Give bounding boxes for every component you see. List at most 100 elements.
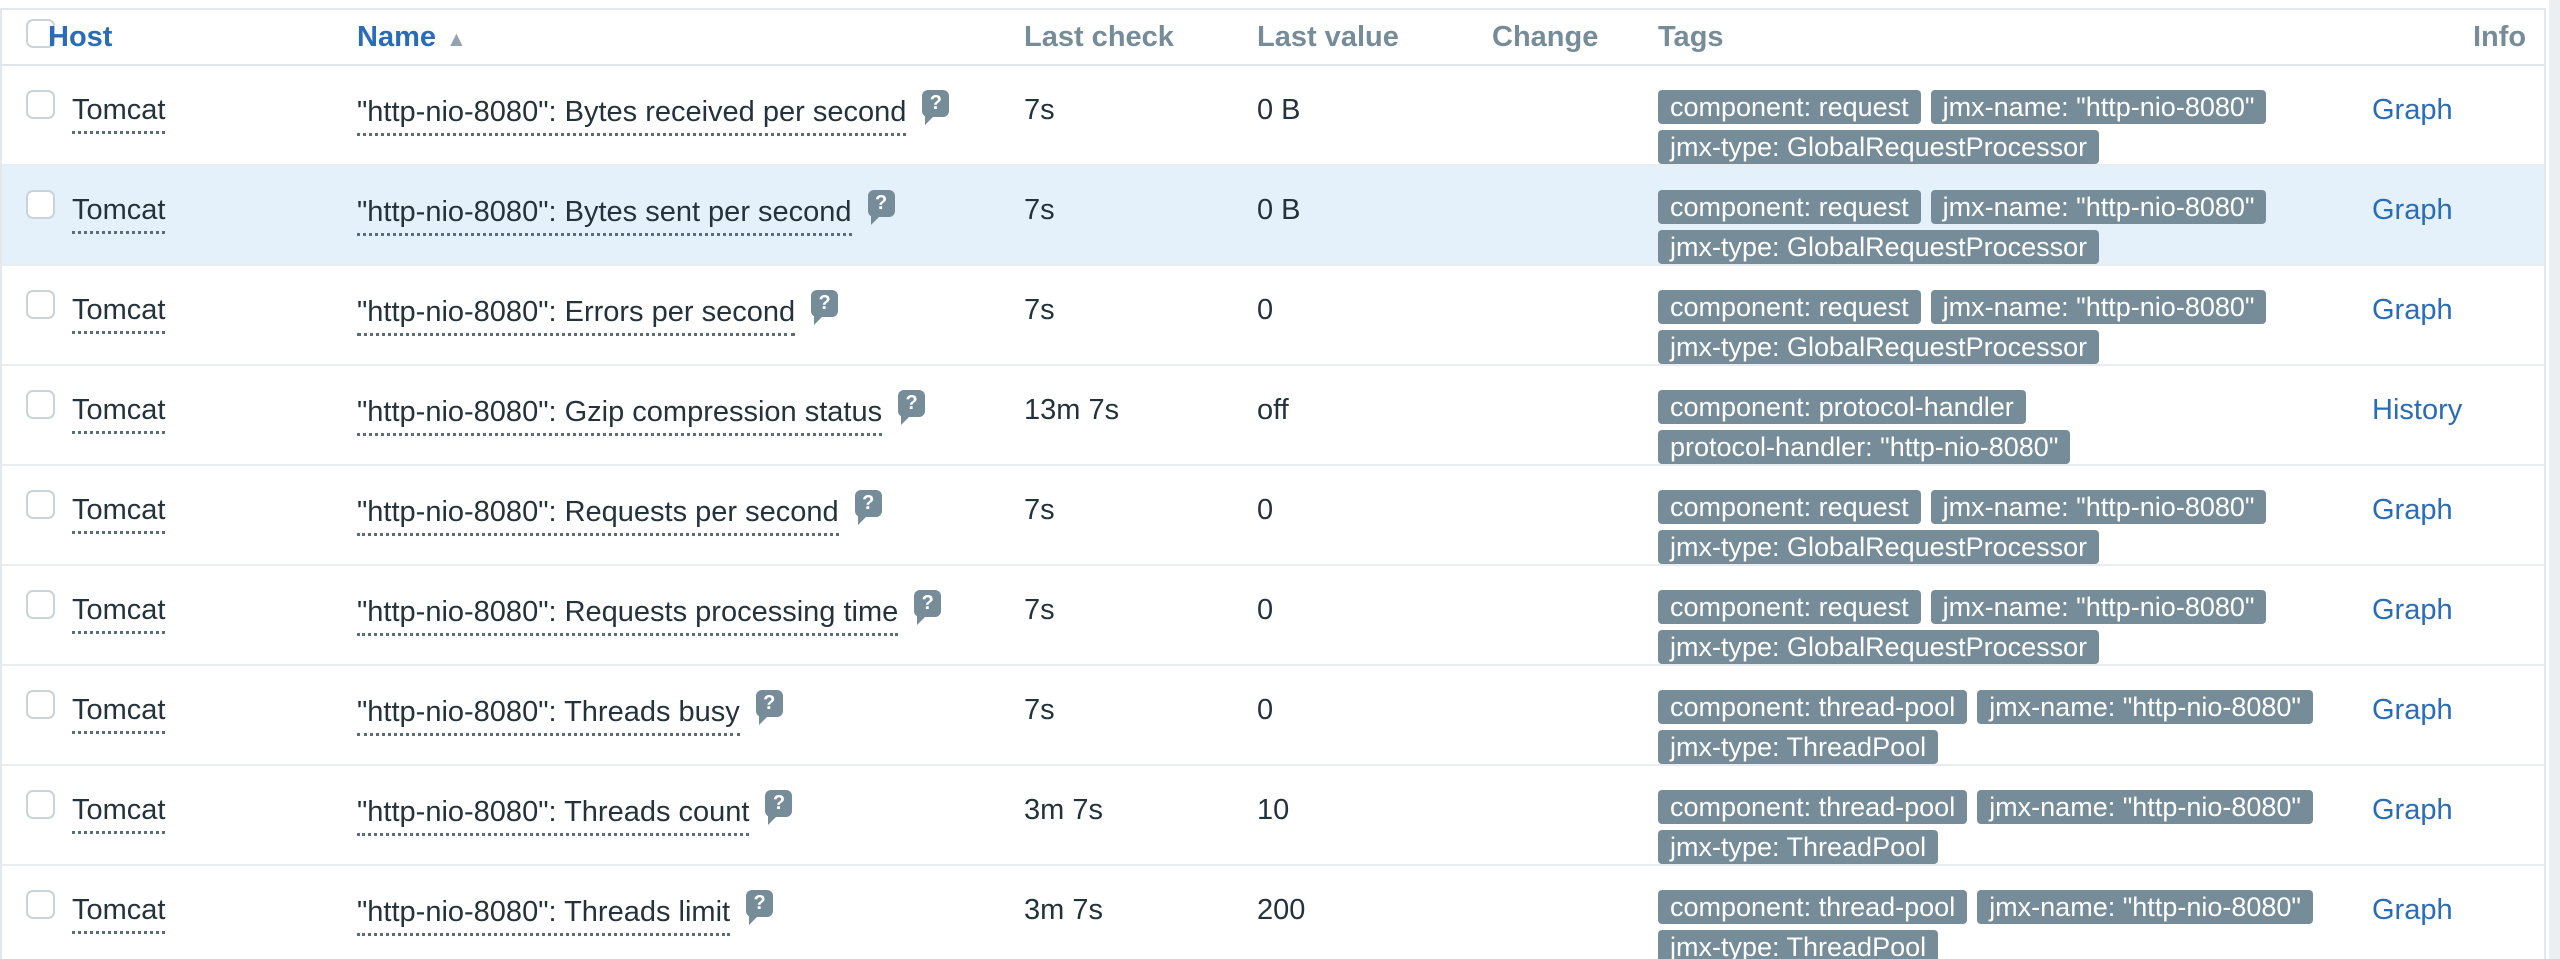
- info-header: Info: [2473, 10, 2544, 66]
- item-name-cell: "http-nio-8080": Bytes sent per second?: [355, 164, 1022, 265]
- host-link[interactable]: Tomcat: [72, 494, 166, 534]
- tag-badge: jmx-type: ThreadPool: [1658, 830, 1939, 864]
- item-name-cell: "http-nio-8080": Threads count?: [355, 764, 1022, 865]
- host-link[interactable]: Tomcat: [72, 94, 166, 134]
- row-checkbox[interactable]: [26, 90, 55, 119]
- change-cell: [1490, 364, 1656, 465]
- last-value: 0: [1257, 294, 1274, 326]
- host-link[interactable]: Tomcat: [72, 794, 166, 834]
- latest-data-table: Host Name ▲ Last check Last value Change …: [0, 8, 2546, 959]
- row-checkbox[interactable]: [26, 590, 55, 619]
- graph-history-link[interactable]: Graph: [2372, 694, 2453, 726]
- tag-badge: jmx-type: GlobalRequestProcessor: [1658, 230, 2100, 264]
- host-cell: Tomcat: [48, 65, 355, 165]
- graph-history-link[interactable]: Graph: [2372, 194, 2453, 226]
- graph-history-link[interactable]: Graph: [2372, 794, 2453, 826]
- info-cell: [2473, 464, 2544, 565]
- table-row: Tomcat "http-nio-8080": Bytes received p…: [2, 65, 2544, 165]
- item-name-link[interactable]: "http-nio-8080": Bytes received per seco…: [357, 96, 907, 136]
- last-check-cell: 7s: [1022, 664, 1255, 765]
- item-name-link[interactable]: "http-nio-8080": Errors per second: [357, 296, 796, 336]
- item-name-link[interactable]: "http-nio-8080": Requests processing tim…: [357, 596, 899, 636]
- table-row: Tomcat "http-nio-8080": Threads limit? 3…: [2, 864, 2544, 959]
- actions-cell: History: [2370, 364, 2473, 465]
- row-checkbox-cell: [2, 564, 55, 665]
- host-link[interactable]: Tomcat: [72, 694, 166, 734]
- row-checkbox[interactable]: [26, 890, 55, 919]
- host-link[interactable]: Tomcat: [72, 294, 166, 334]
- info-cell: [2473, 564, 2544, 665]
- actions-cell: Graph: [2370, 464, 2473, 565]
- tag-list: component: request jmx-name: "http-nio-80…: [1658, 190, 2362, 264]
- last-check-header: Last check: [1022, 10, 1255, 66]
- help-icon[interactable]: ?: [922, 90, 950, 125]
- last-check-value: 7s: [1024, 294, 1055, 326]
- graph-history-link[interactable]: Graph: [2372, 594, 2453, 626]
- table-row: Tomcat "http-nio-8080": Errors per secon…: [2, 264, 2544, 365]
- sort-name-header[interactable]: Name: [357, 20, 436, 53]
- change-cell: [1490, 164, 1656, 265]
- last-check-cell: 7s: [1022, 564, 1255, 665]
- item-name-link[interactable]: "http-nio-8080": Threads busy: [357, 696, 740, 736]
- row-checkbox[interactable]: [26, 490, 55, 519]
- help-icon[interactable]: ?: [765, 790, 793, 825]
- item-name-link[interactable]: "http-nio-8080": Threads count: [357, 796, 750, 836]
- last-value: off: [1257, 394, 1289, 426]
- help-icon[interactable]: ?: [914, 590, 942, 625]
- last-value-cell: 0 B: [1255, 164, 1490, 265]
- help-icon[interactable]: ?: [854, 490, 882, 525]
- item-name-cell: "http-nio-8080": Gzip compression status…: [355, 364, 1022, 465]
- graph-history-link[interactable]: History: [2372, 394, 2463, 426]
- tag-badge: jmx-type: GlobalRequestProcessor: [1658, 330, 2100, 364]
- info-cell: [2473, 664, 2544, 765]
- host-cell: Tomcat: [48, 664, 355, 765]
- row-checkbox-cell: [2, 65, 55, 165]
- tag-list: component: thread-pool jmx-name: "http-ni…: [1658, 890, 2362, 959]
- help-icon[interactable]: ?: [811, 290, 839, 325]
- change-header: Change: [1490, 10, 1656, 66]
- sort-ascending-icon: ▲: [446, 27, 467, 51]
- host-link[interactable]: Tomcat: [72, 194, 166, 234]
- host-link[interactable]: Tomcat: [72, 594, 166, 634]
- row-checkbox-cell: [2, 664, 55, 765]
- tag-list: component: thread-pool jmx-name: "http-ni…: [1658, 790, 2362, 864]
- item-name-link[interactable]: "http-nio-8080": Threads limit: [357, 896, 731, 936]
- table-row: Tomcat "http-nio-8080": Gzip compression…: [2, 364, 2544, 465]
- vertical-scrollbar[interactable]: [2549, 0, 2560, 959]
- row-checkbox[interactable]: [26, 290, 55, 319]
- row-checkbox[interactable]: [26, 790, 55, 819]
- last-value-cell: 0: [1255, 464, 1490, 565]
- item-name-cell: "http-nio-8080": Errors per second?: [355, 264, 1022, 365]
- row-checkbox[interactable]: [26, 690, 55, 719]
- help-icon[interactable]: ?: [755, 690, 783, 725]
- graph-history-link[interactable]: Graph: [2372, 894, 2453, 926]
- sort-host-header[interactable]: Host: [48, 20, 113, 53]
- tags-cell: component: thread-pool jmx-name: "http-ni…: [1656, 764, 2370, 865]
- help-icon[interactable]: ?: [898, 390, 926, 425]
- last-check-value: 3m 7s: [1024, 794, 1103, 826]
- graph-history-link[interactable]: Graph: [2372, 94, 2453, 126]
- actions-cell: Graph: [2370, 65, 2473, 165]
- last-check-value: 7s: [1024, 194, 1055, 226]
- help-icon[interactable]: ?: [867, 190, 895, 225]
- row-checkbox-cell: [2, 364, 55, 465]
- host-cell: Tomcat: [48, 464, 355, 565]
- tag-badge: jmx-type: ThreadPool: [1658, 930, 1939, 959]
- item-name-link[interactable]: "http-nio-8080": Requests per second: [357, 496, 839, 536]
- tag-badge: component: request: [1658, 290, 1921, 324]
- tags-cell: component: request jmx-name: "http-nio-80…: [1656, 264, 2370, 365]
- graph-history-link[interactable]: Graph: [2372, 294, 2453, 326]
- tag-badge: jmx-type: ThreadPool: [1658, 730, 1939, 764]
- help-icon[interactable]: ?: [746, 890, 774, 925]
- host-link[interactable]: Tomcat: [72, 394, 166, 434]
- graph-history-link[interactable]: Graph: [2372, 494, 2453, 526]
- change-cell: [1490, 464, 1656, 565]
- row-checkbox[interactable]: [26, 390, 55, 419]
- item-name-link[interactable]: "http-nio-8080": Bytes sent per second: [357, 196, 852, 236]
- last-value-header: Last value: [1255, 10, 1490, 66]
- table-body: Tomcat "http-nio-8080": Bytes received p…: [2, 65, 2544, 959]
- host-link[interactable]: Tomcat: [72, 894, 166, 934]
- item-name-link[interactable]: "http-nio-8080": Gzip compression status: [357, 396, 883, 436]
- last-check-cell: 7s: [1022, 164, 1255, 265]
- row-checkbox[interactable]: [26, 190, 55, 219]
